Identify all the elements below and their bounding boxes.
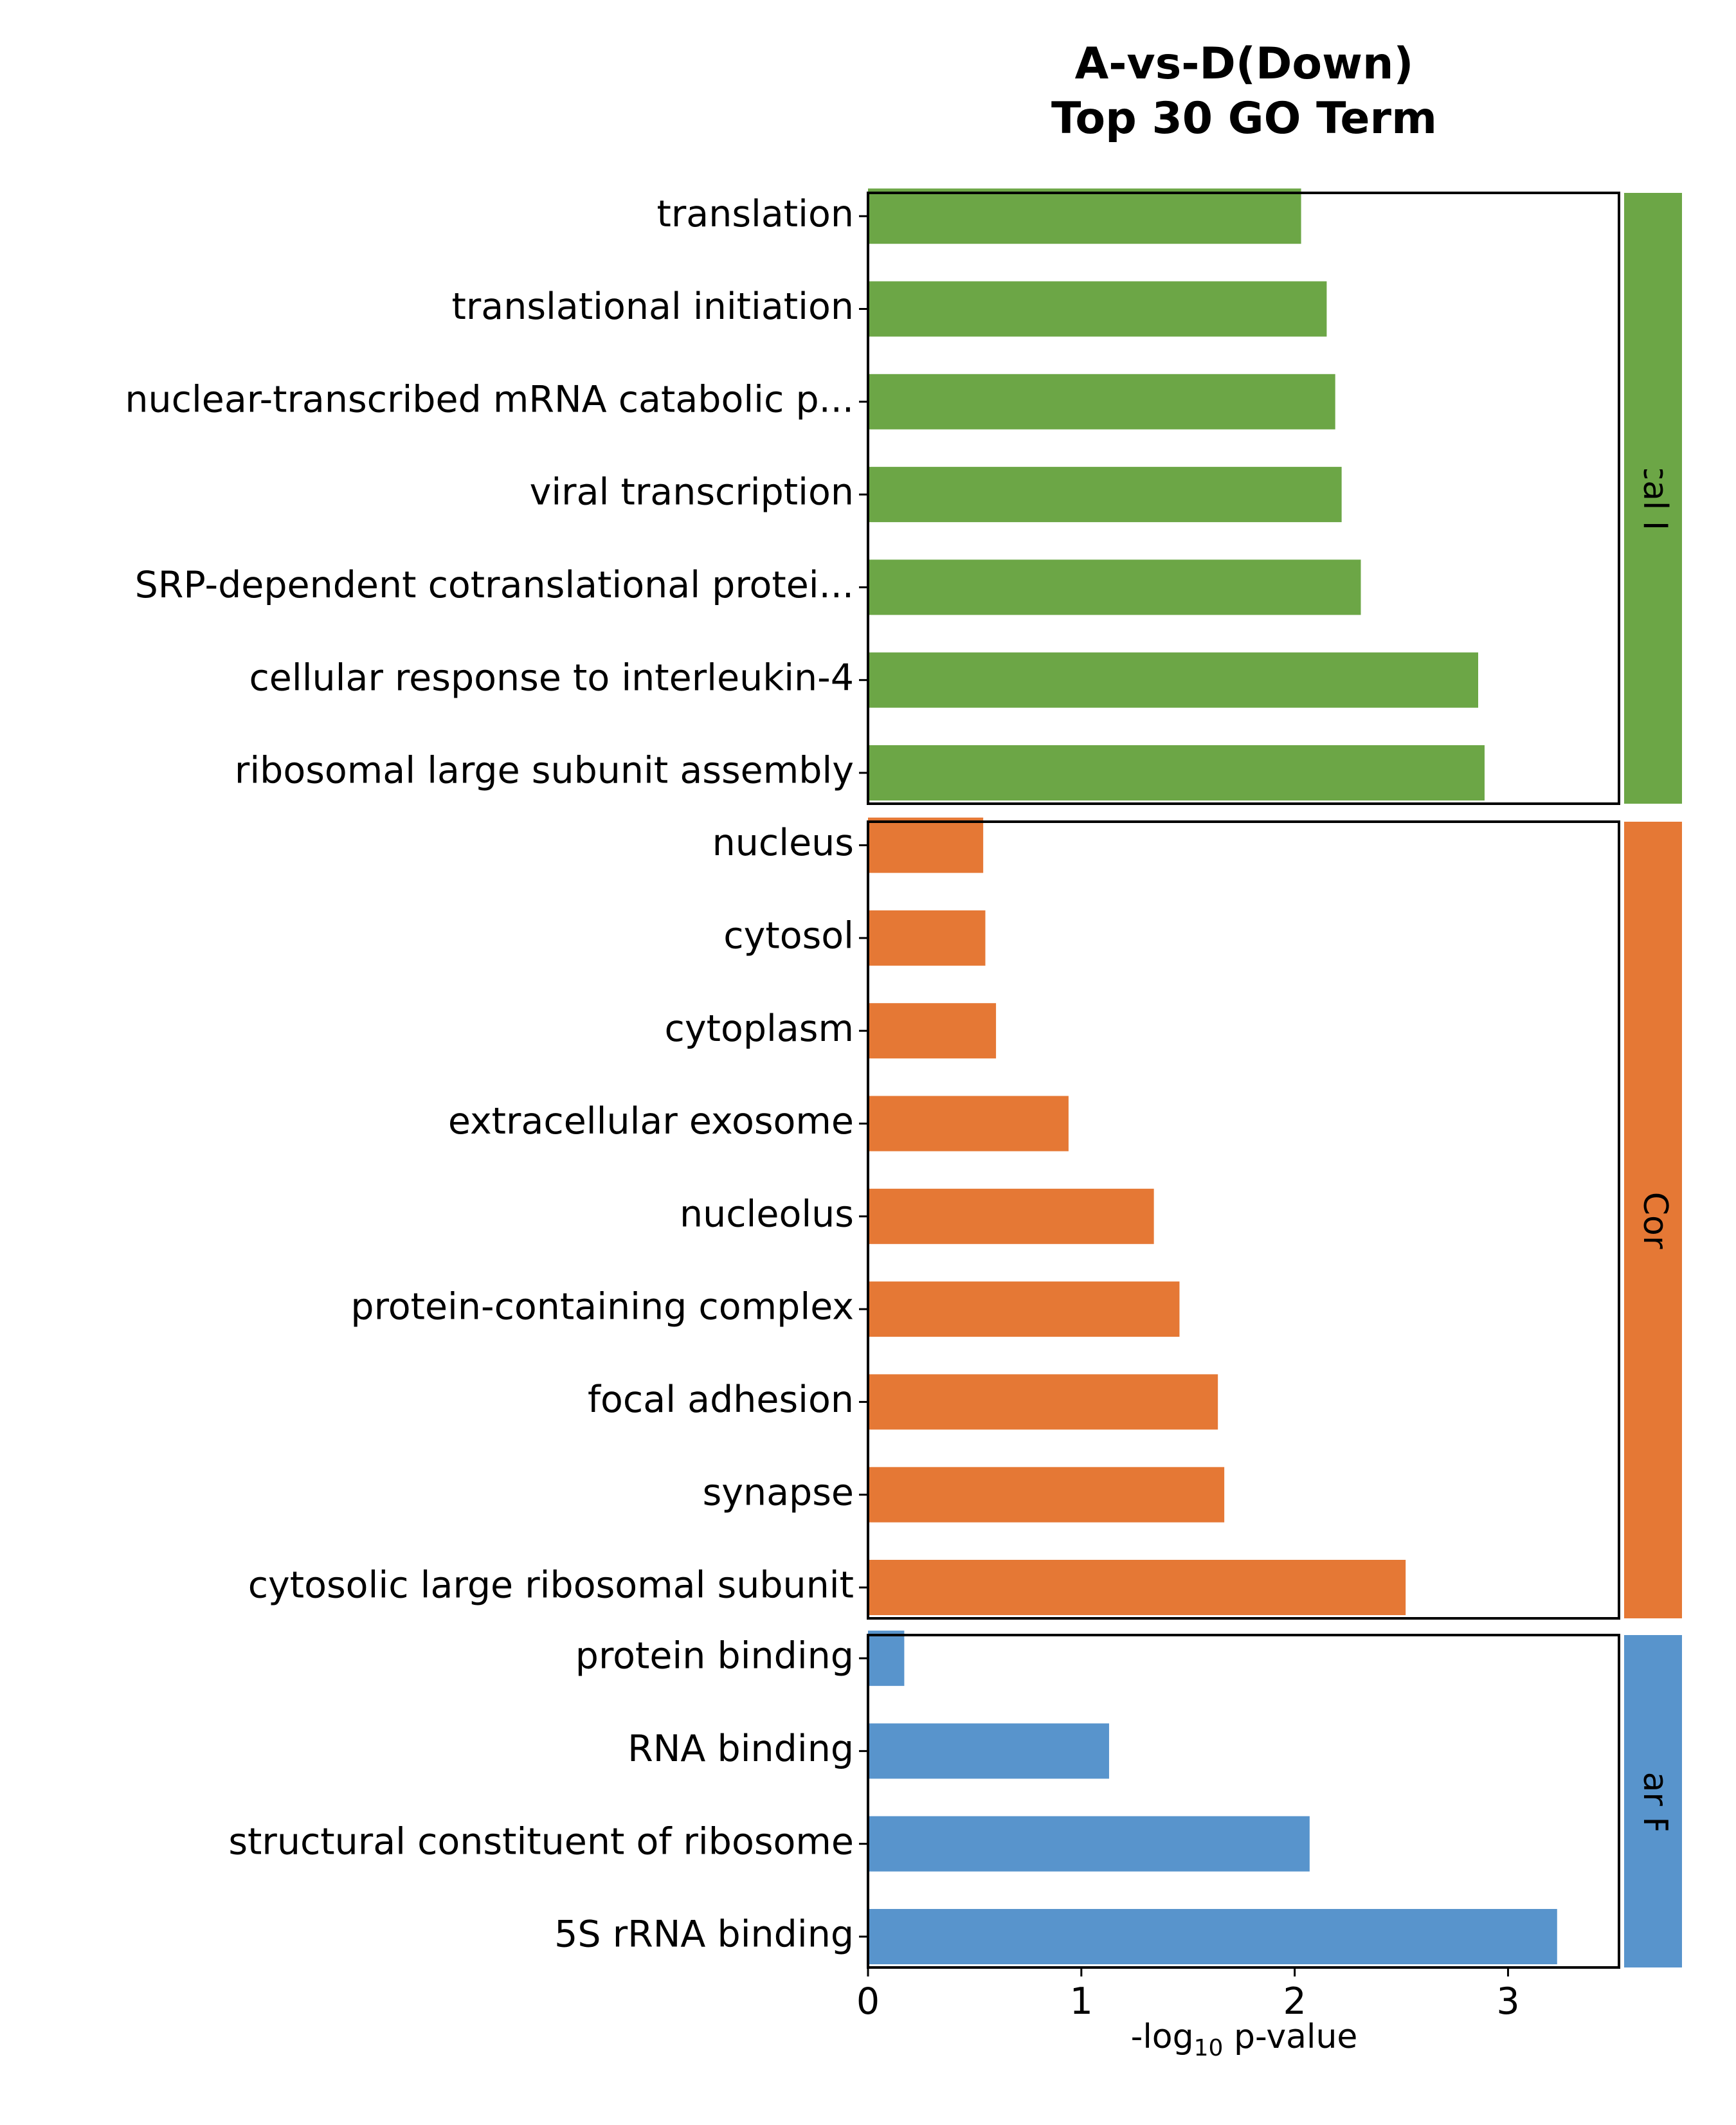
bar-biological-process-2 xyxy=(868,374,1335,430)
bar-molecular-function-3 xyxy=(868,1909,1557,1964)
bar-cellular-component-1 xyxy=(868,910,986,966)
facet-strip-biological-process xyxy=(1624,193,1682,804)
bar-biological-process-6 xyxy=(868,745,1485,800)
x-tick-label-2: 2 xyxy=(1283,1980,1307,2023)
category-label-cellular-component-6: focal adhesion xyxy=(588,1379,854,1421)
bar-biological-process-5 xyxy=(868,652,1478,708)
category-label-cellular-component-8: cytosolic large ribosomal subunit xyxy=(248,1564,854,1607)
bar-cellular-component-4 xyxy=(868,1188,1154,1244)
category-label-molecular-function-2: structural constituent of ribosome xyxy=(228,1820,854,1863)
bar-cellular-component-7 xyxy=(868,1467,1225,1523)
category-label-molecular-function-0: protein binding xyxy=(575,1635,854,1677)
bar-cellular-component-5 xyxy=(868,1281,1180,1337)
facet-panels: Biological Process translation translation… xyxy=(125,188,1682,1969)
category-label-biological-process-1: translational initiation xyxy=(452,285,854,328)
panel-biological-process: Biological Process translation translation… xyxy=(125,188,1682,805)
chart-title-line-2: Top 30 GO Term xyxy=(1051,93,1437,144)
panel-frame-cellular-component xyxy=(867,820,1620,1620)
bar-molecular-function-0 xyxy=(868,1631,905,1686)
x-axis-label-subscript: 10 xyxy=(1194,2035,1224,2061)
bar-biological-process-4 xyxy=(868,559,1361,615)
chart-title-line-1: A-vs-D(Down) xyxy=(1075,39,1414,89)
category-label-biological-process-3: viral transcription xyxy=(530,471,854,514)
panel-molecular-function: Molecular Function protein binding RNA bin… xyxy=(228,1631,1682,1969)
facet-strip-molecular-function xyxy=(1624,1635,1682,1967)
category-label-biological-process-5: cellular response to interleukin-4 xyxy=(249,656,854,699)
category-label-biological-process-4: SRP-dependent cotranslational protei... xyxy=(135,564,854,606)
category-label-molecular-function-3: 5S rRNA binding xyxy=(554,1913,854,1956)
bar-cellular-component-8 xyxy=(868,1560,1406,1615)
category-label-molecular-function-1: RNA binding xyxy=(628,1728,854,1770)
facet-strip-cellular-component xyxy=(1624,822,1682,1618)
category-label-cellular-component-7: synapse xyxy=(703,1471,854,1514)
category-label-cellular-component-3: extracellular exosome xyxy=(448,1100,854,1143)
category-label-biological-process-2: nuclear-transcribed mRNA catabolic p... xyxy=(125,378,854,420)
facet-label-molecular-function: Molecular Function xyxy=(1636,1643,1674,1958)
category-label-biological-process-6: ribosomal large subunit assembly xyxy=(235,750,854,792)
x-axis-label-suffix: p-value xyxy=(1223,2018,1357,2056)
category-label-biological-process-0: translation xyxy=(657,193,854,235)
category-label-cellular-component-0: nucleus xyxy=(712,822,854,864)
panel-frame-biological-process xyxy=(867,192,1620,805)
x-axis-label-prefix: -log xyxy=(1131,2018,1194,2056)
bar-biological-process-0 xyxy=(868,188,1301,244)
panel-cellular-component: Cellular Component nucleus cytosol cytoplas… xyxy=(248,817,1682,1620)
x-axis: 0 1 2 3 xyxy=(856,1967,1520,2023)
bar-biological-process-3 xyxy=(868,467,1342,523)
x-axis-label: -log10 p-value xyxy=(1131,2018,1358,2061)
category-label-cellular-component-1: cytosol xyxy=(723,915,854,957)
bar-molecular-function-2 xyxy=(868,1816,1310,1872)
bar-cellular-component-0 xyxy=(868,817,984,873)
category-label-cellular-component-2: cytoplasm xyxy=(665,1008,854,1050)
x-tick-label-3: 3 xyxy=(1496,1980,1519,2023)
x-tick-label-1: 1 xyxy=(1070,1980,1093,2023)
panel-frame-molecular-function xyxy=(867,1634,1620,1969)
bar-molecular-function-1 xyxy=(868,1723,1109,1779)
x-tick-label-0: 0 xyxy=(856,1980,880,2023)
bar-biological-process-1 xyxy=(868,281,1327,337)
bar-cellular-component-3 xyxy=(868,1096,1069,1152)
category-label-cellular-component-5: protein-containing complex xyxy=(350,1286,854,1328)
bar-cellular-component-6 xyxy=(868,1374,1218,1430)
category-label-cellular-component-4: nucleolus xyxy=(680,1193,854,1235)
bar-cellular-component-2 xyxy=(868,1003,997,1059)
facet-label-cellular-component: Cellular Component xyxy=(1636,1054,1674,1386)
facet-label-biological-process: Biological Process xyxy=(1636,349,1674,647)
